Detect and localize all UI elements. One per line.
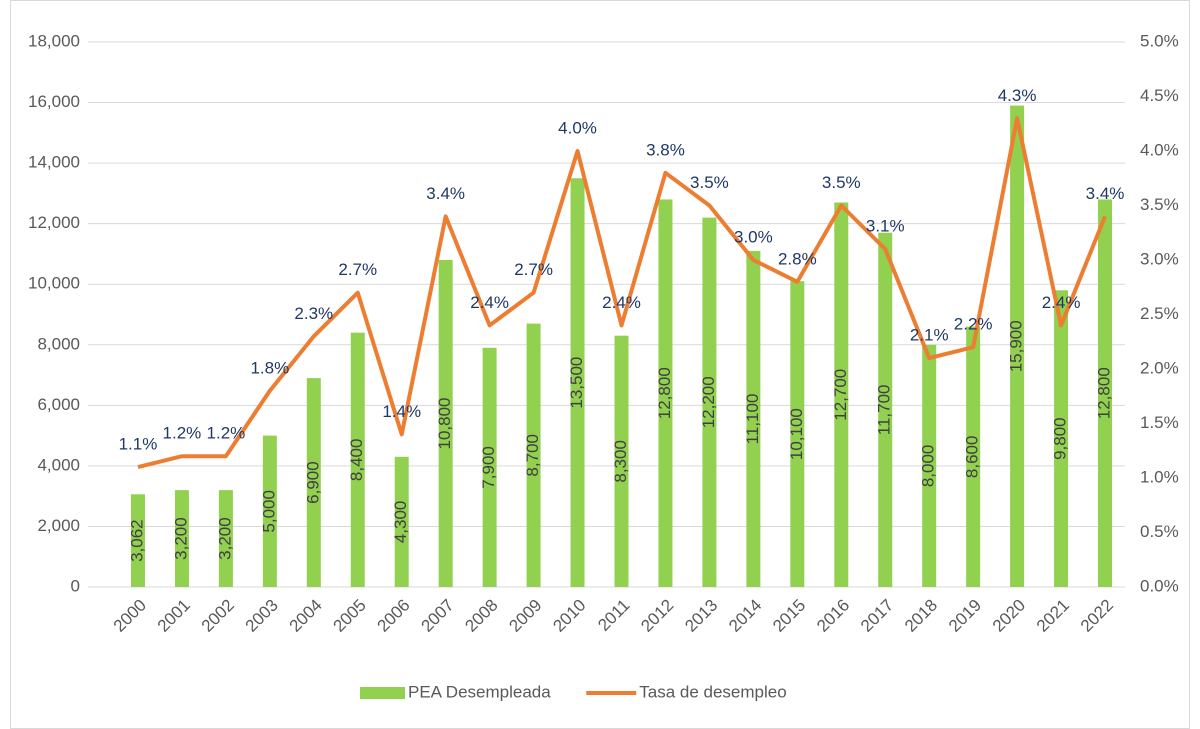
bar — [350, 332, 365, 587]
line-value-label: 4.0% — [558, 118, 597, 137]
bar — [482, 347, 497, 587]
bar-value-label: 15,900 — [1007, 320, 1026, 372]
y-tick-label: 6,000 — [37, 395, 80, 414]
line-value-label: 3.8% — [646, 140, 685, 159]
bar — [262, 435, 277, 587]
y2-tick-label: 4.5% — [1140, 86, 1179, 105]
y2-tick-label: 5.0% — [1140, 31, 1179, 50]
bar — [570, 178, 585, 587]
bar-value-label: 8,400 — [347, 439, 366, 482]
bar — [438, 260, 453, 587]
bar — [658, 199, 673, 587]
y-tick-label: 14,000 — [28, 153, 80, 172]
line — [137, 116, 1107, 470]
y2-tick-label: 2.5% — [1140, 304, 1179, 323]
bar — [394, 456, 409, 587]
line-value-label: 2.4% — [602, 293, 641, 312]
bar — [614, 335, 629, 587]
line-value-label: 3.4% — [426, 184, 465, 203]
bar-value-label: 12,200 — [699, 376, 718, 428]
legend-swatch — [360, 687, 405, 699]
y2-tick-label: 0.5% — [1140, 522, 1179, 541]
line-value-label: 2.4% — [1042, 293, 1081, 312]
bar — [702, 217, 717, 587]
bar-value-label: 11,700 — [875, 385, 894, 436]
line-value-label: 3.5% — [690, 173, 729, 192]
bar-value-label: 12,800 — [655, 367, 674, 419]
y-tick-label: 8,000 — [37, 334, 80, 353]
y-tick-label: 2,000 — [37, 516, 80, 535]
chart-frame — [10, 0, 1190, 729]
line-value-label: 1.4% — [382, 402, 421, 421]
bar — [1054, 290, 1069, 587]
y-tick-label: 10,000 — [28, 274, 80, 293]
bar — [922, 344, 937, 587]
line-value-label: 1.2% — [163, 424, 202, 443]
bar-value-label: 6,900 — [303, 461, 322, 504]
bar-value-label: 4,300 — [391, 501, 410, 544]
bar-value-label: 3,062 — [127, 519, 146, 562]
y2-tick-label: 2.0% — [1140, 358, 1179, 377]
y2-tick-label: 4.0% — [1140, 140, 1179, 159]
bar-value-label: 9,800 — [1051, 417, 1070, 460]
bar — [1098, 199, 1113, 587]
bar — [306, 378, 321, 587]
line-value-label: 1.2% — [207, 424, 246, 443]
bar-value-label: 10,800 — [435, 398, 454, 450]
bar-value-label: 8,000 — [919, 445, 938, 488]
line-value-label: 2.8% — [778, 249, 817, 268]
y-tick-label: 16,000 — [28, 92, 80, 111]
bar-value-label: 10,100 — [787, 408, 806, 460]
legend-label: PEA Desempleada — [408, 682, 551, 701]
bar-value-label: 13,500 — [567, 357, 586, 409]
bar — [966, 326, 981, 587]
bar — [878, 232, 893, 587]
line-value-label: 2.7% — [338, 260, 377, 279]
y-tick-label: 12,000 — [28, 213, 80, 232]
line-value-label: 4.3% — [998, 86, 1037, 105]
line-value-label: 2.7% — [514, 260, 553, 279]
bar-value-label: 3,200 — [215, 517, 234, 560]
y2-tick-label: 1.5% — [1140, 413, 1179, 432]
bar — [174, 490, 189, 587]
bar — [834, 202, 849, 587]
y-tick-label: 4,000 — [37, 455, 80, 474]
bar-value-label: 8,600 — [963, 436, 982, 479]
line-value-label: 1.8% — [250, 358, 289, 377]
line-value-label: 3.4% — [1086, 184, 1125, 203]
bar-value-label: 5,000 — [259, 490, 278, 533]
y-tick-label: 18,000 — [28, 31, 80, 50]
bar — [218, 490, 233, 587]
line-value-label: 3.0% — [734, 227, 773, 246]
bar-value-label: 12,700 — [831, 369, 850, 421]
line-value-label: 2.4% — [470, 293, 509, 312]
bar — [130, 494, 145, 587]
y-tick-label: 0 — [71, 576, 80, 595]
legend-label: Tasa de desempleo — [639, 682, 786, 701]
line-value-label: 3.1% — [866, 217, 905, 236]
line-value-label: 3.5% — [822, 173, 861, 192]
bar — [1010, 105, 1025, 587]
bar-value-label: 8,700 — [523, 434, 542, 477]
y2-tick-label: 3.0% — [1140, 249, 1179, 268]
y2-tick-label: 0.0% — [1140, 576, 1179, 595]
line-value-label: 2.1% — [910, 326, 949, 345]
bar — [790, 281, 805, 587]
bar-value-label: 12,800 — [1095, 367, 1114, 419]
y2-tick-label: 3.5% — [1140, 195, 1179, 214]
bar-value-label: 11,100 — [743, 394, 762, 445]
line-value-label: 2.3% — [294, 304, 333, 323]
bar — [526, 323, 541, 587]
line-value-label: 2.2% — [954, 315, 993, 334]
bar-value-label: 7,900 — [479, 446, 498, 489]
bar — [746, 250, 761, 587]
y2-tick-label: 1.0% — [1140, 467, 1179, 486]
bar-value-label: 3,200 — [171, 517, 190, 560]
bar-value-label: 8,300 — [611, 440, 630, 483]
line-value-label: 1.1% — [119, 435, 158, 454]
